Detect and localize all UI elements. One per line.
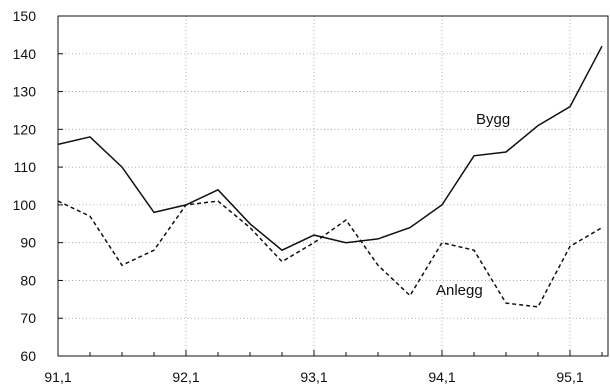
y-tick-label: 150	[13, 8, 37, 24]
x-tick-label: 94,1	[428, 369, 455, 385]
plot-frame	[57, 15, 609, 357]
y-tick-label: 110	[14, 159, 37, 175]
series-label-bygg: Bygg	[476, 111, 510, 128]
y-tick-label: 100	[13, 197, 37, 213]
series-line-bygg	[57, 45, 603, 252]
series-line-anlegg	[57, 200, 603, 308]
x-tick-label: 95,1	[556, 369, 583, 385]
y-tick-label: 70	[20, 310, 36, 326]
grid-lines	[58, 16, 608, 356]
y-tick-label: 90	[20, 235, 36, 251]
y-tick-label: 120	[13, 121, 37, 137]
x-tick-label: 91,1	[44, 369, 71, 385]
y-tick-label: 80	[20, 272, 36, 288]
y-tick-labels: 60 70 80 90 100 110 120 130 140 150	[13, 8, 63, 364]
series-labels: Bygg Anlegg	[436, 111, 510, 299]
y-tick-label: 130	[13, 84, 37, 100]
x-tick-label: 92,1	[172, 369, 199, 385]
series-label-anlegg: Anlegg	[436, 282, 483, 299]
y-tick-label: 60	[20, 348, 36, 364]
y-tick-label: 140	[13, 46, 37, 62]
series-lines	[57, 45, 603, 308]
x-tick-labels: 91,1 92,1 93,1 94,1 95,1	[44, 350, 603, 385]
x-tick-label: 93,1	[300, 369, 327, 385]
